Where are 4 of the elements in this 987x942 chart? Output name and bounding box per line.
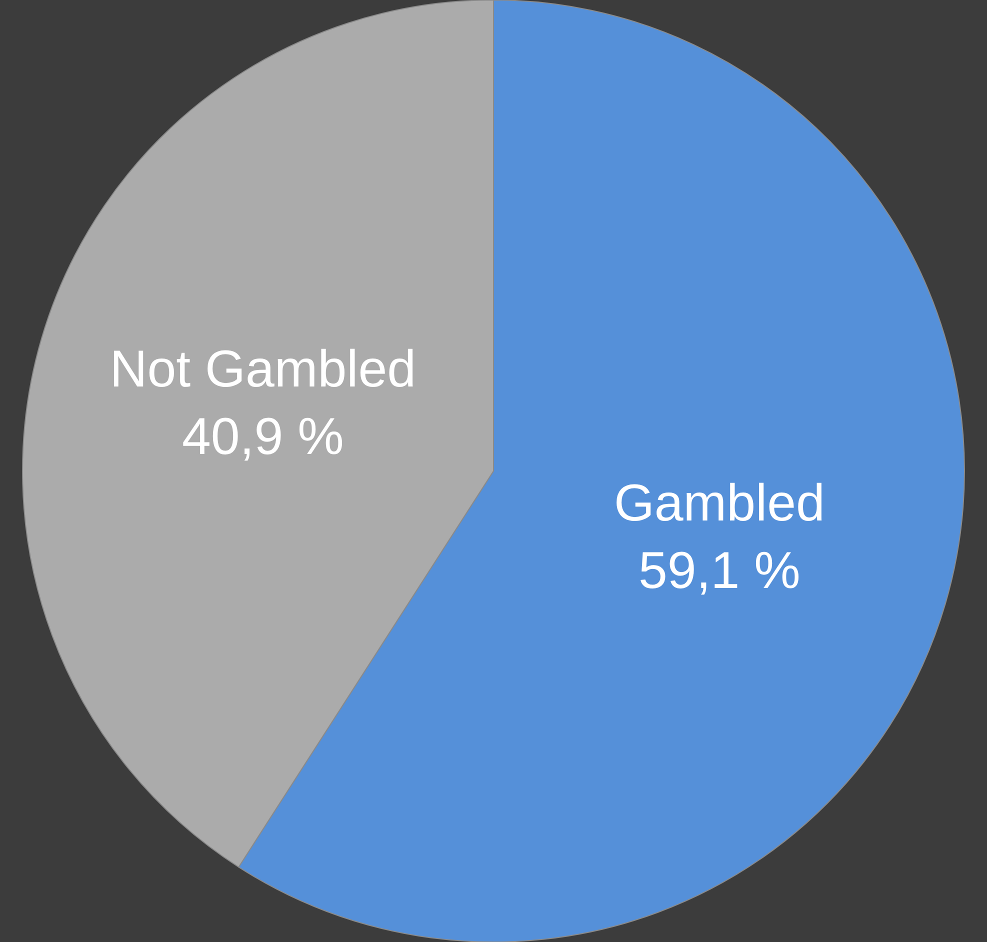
data-label: 59,1 %	[638, 542, 800, 600]
data-label: 40,9 %	[182, 408, 344, 466]
slice-label: Not Gambled	[110, 340, 416, 398]
slice-label: Gambled	[614, 474, 825, 533]
